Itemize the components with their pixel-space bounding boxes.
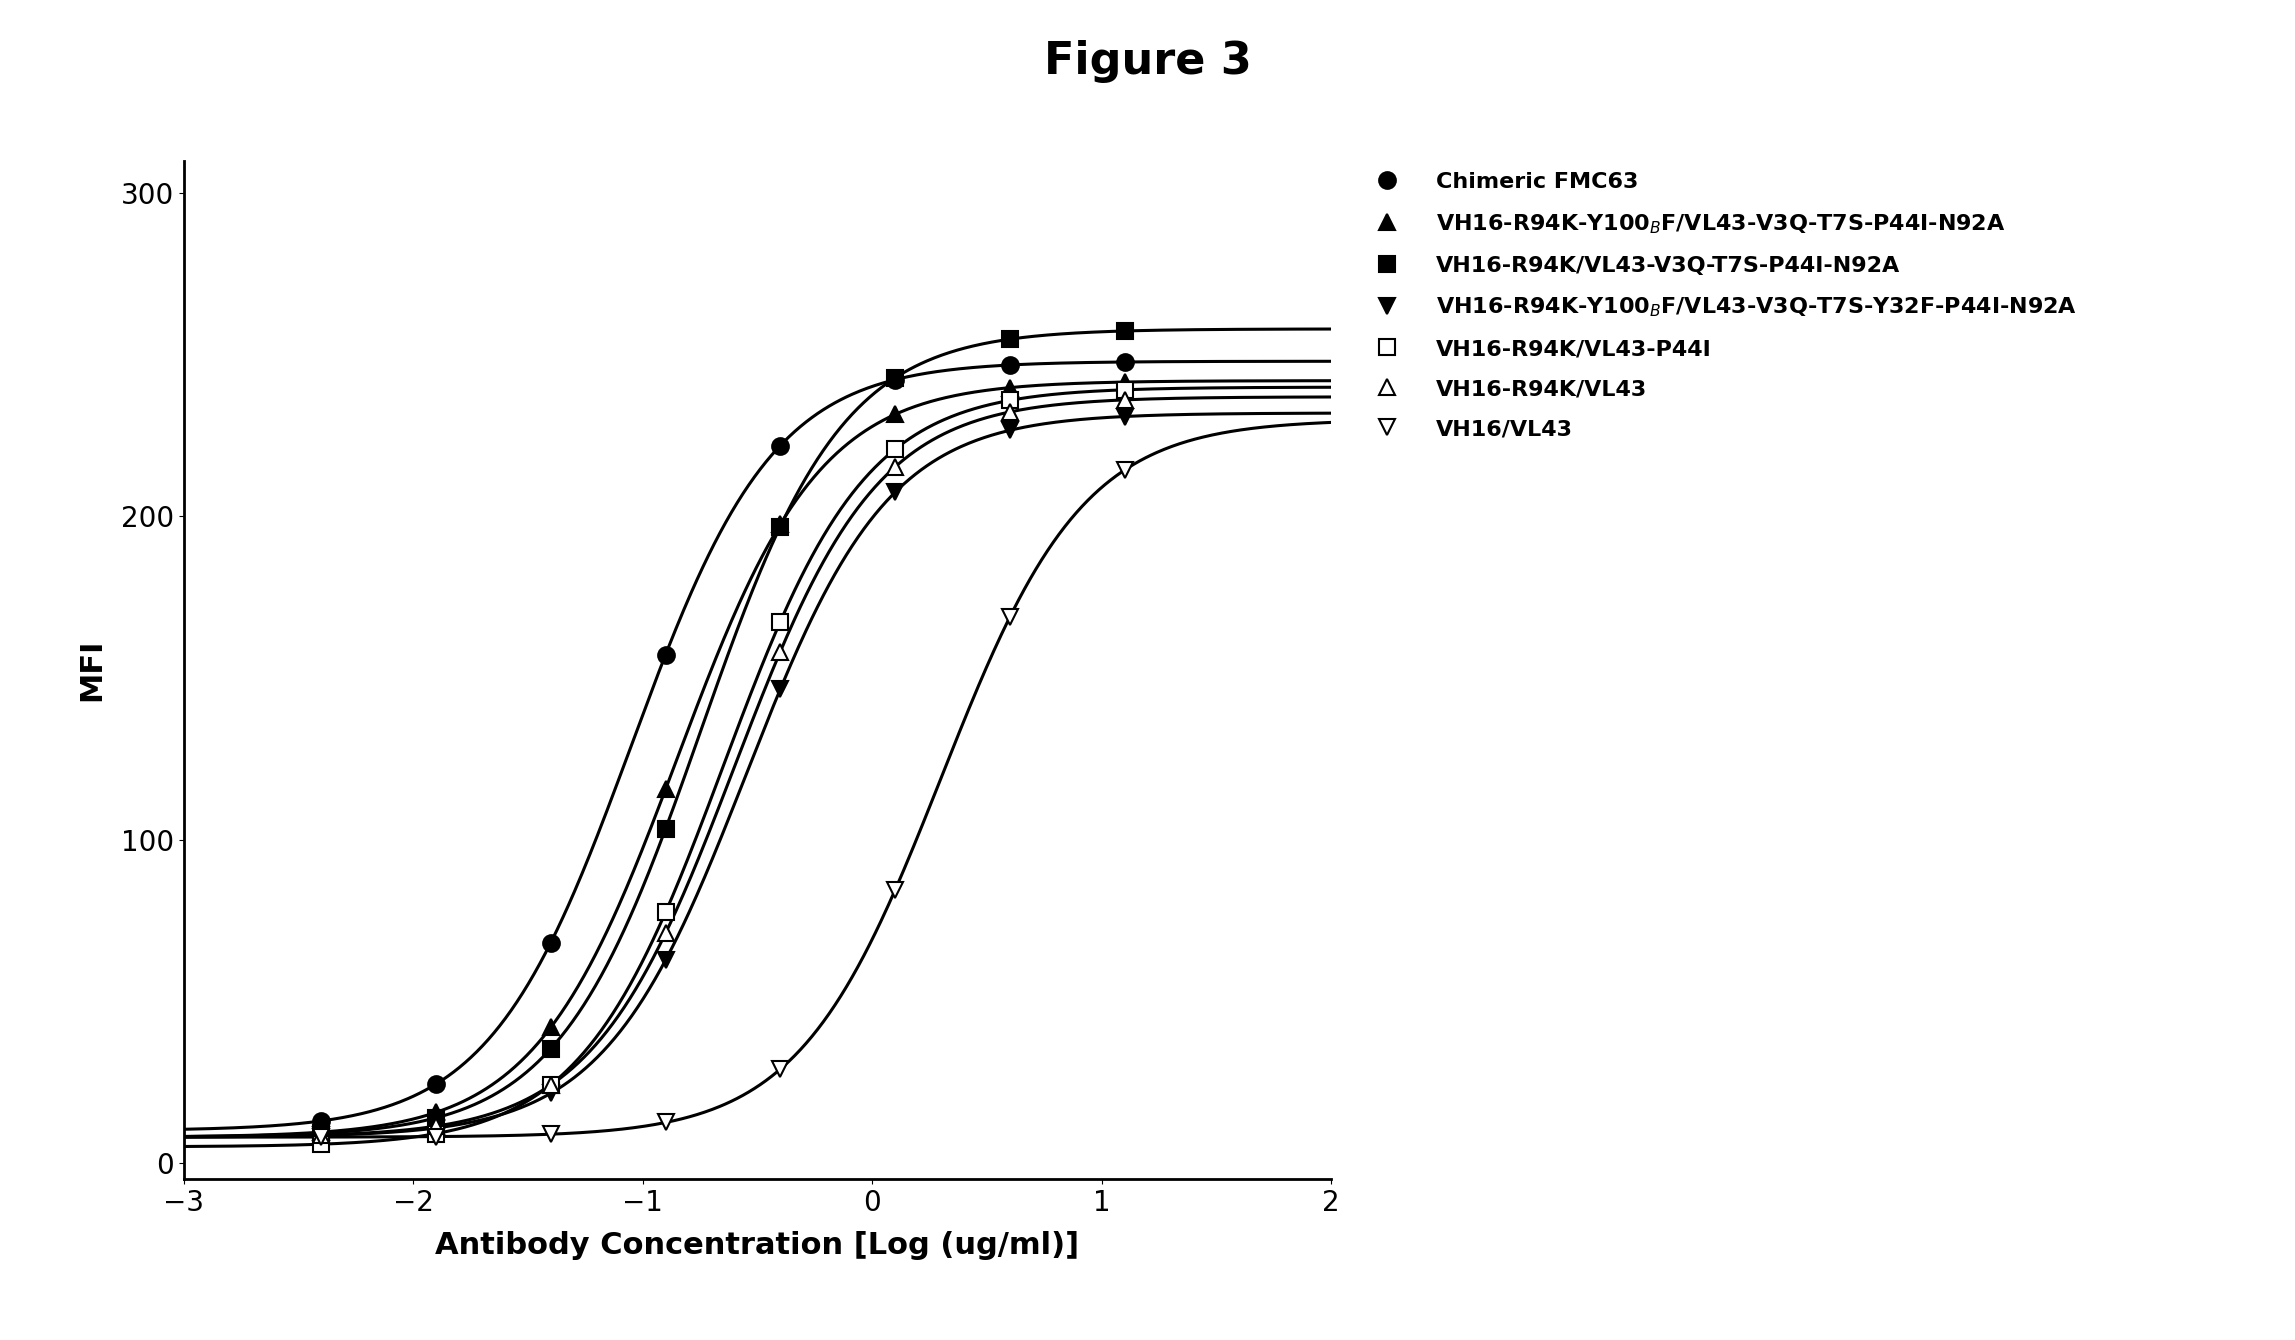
- Text: Figure 3: Figure 3: [1044, 40, 1251, 83]
- Legend: Chimeric FMC63, VH16-R94K-Y100$_{B}$F/VL43-V3Q-T7S-P44I-N92A, VH16-R94K/VL43-V3Q: Chimeric FMC63, VH16-R94K-Y100$_{B}$F/VL…: [1366, 172, 2077, 440]
- X-axis label: Antibody Concentration [Log (ug/ml)]: Antibody Concentration [Log (ug/ml)]: [436, 1231, 1079, 1260]
- Y-axis label: MFI: MFI: [78, 639, 108, 701]
